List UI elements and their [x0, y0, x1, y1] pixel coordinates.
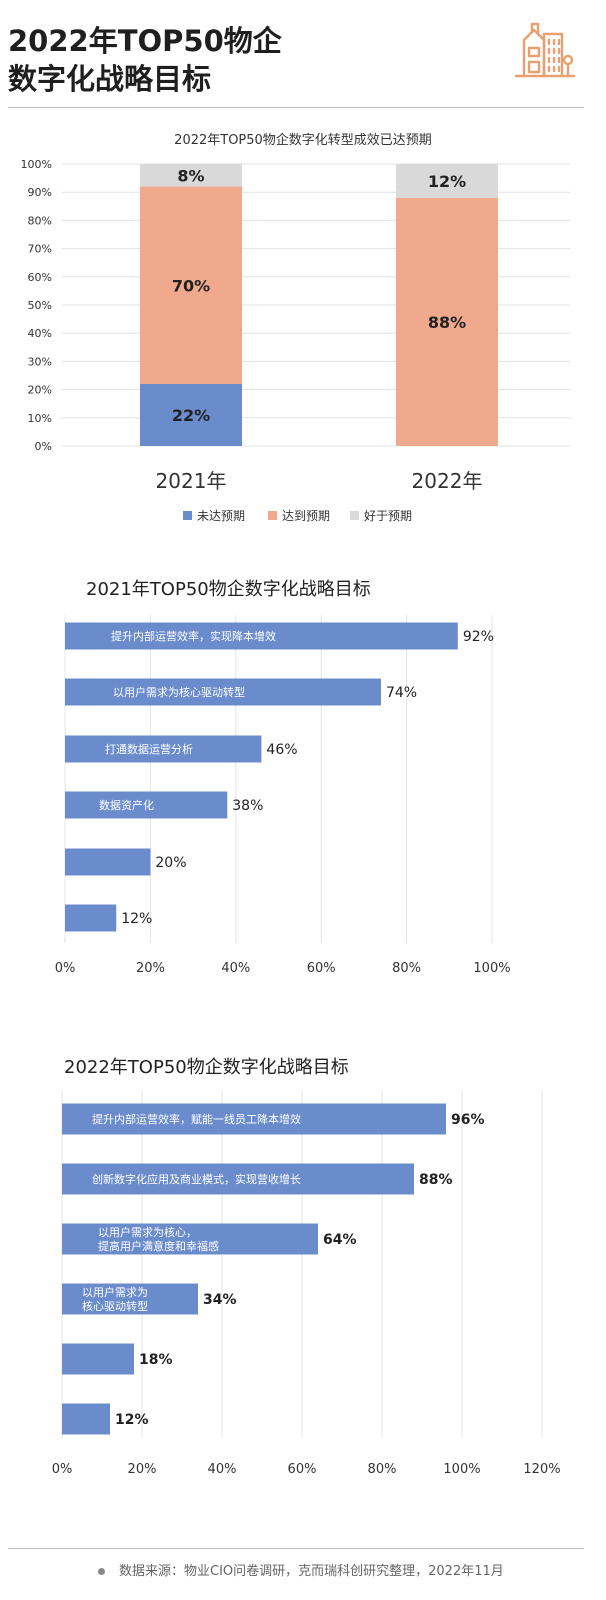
x-tick-label: 0%: [55, 961, 76, 976]
category-label: 提升内部运营效率，赋能一线员工降本增效: [92, 1112, 301, 1126]
y-tick-label: 10%: [28, 412, 52, 425]
bar: [62, 1343, 134, 1375]
y-tick-label: 40%: [28, 327, 52, 340]
legend-label: 未达预期: [197, 509, 245, 523]
bar: [62, 1283, 198, 1315]
legend-label: 好于预期: [364, 509, 412, 523]
bar: [62, 1223, 318, 1255]
y-tick-label: 0%: [35, 440, 52, 453]
bar: [62, 1163, 414, 1195]
value-label: 38%: [232, 798, 263, 814]
bar-segment: [396, 164, 498, 198]
data-label: 12%: [428, 172, 466, 191]
category-label: 以用户需求为核心驱动转型: [82, 1285, 148, 1313]
category-label: 提升内部运营效率，实现降本增效: [111, 629, 276, 643]
value-label: 20%: [155, 855, 186, 871]
value-label: 12%: [115, 1412, 149, 1428]
data-label: 70%: [172, 276, 210, 295]
category-label-line: 提高用户满意度和幸福感: [98, 1239, 219, 1253]
y-tick-label: 80%: [28, 214, 52, 227]
value-label: 18%: [139, 1352, 173, 1368]
legend-swatch: [268, 511, 277, 520]
x-tick-label: 20%: [136, 961, 165, 976]
bar-segment: [140, 383, 242, 446]
category-label: 创新数字化应用及商业模式，实现营收增长: [92, 1172, 301, 1186]
category-label: 数据资产化: [99, 798, 154, 812]
y-tick-label: 60%: [28, 271, 52, 284]
x-tick-label: 20%: [128, 1462, 157, 1477]
value-label: 92%: [463, 629, 494, 645]
x-category-label: 2021年: [156, 469, 227, 493]
x-tick-label: 40%: [221, 961, 250, 976]
bar-segment: [396, 197, 498, 446]
x-tick-label: 40%: [208, 1462, 237, 1477]
data-label: 88%: [428, 313, 466, 332]
value-label: 74%: [386, 685, 417, 701]
bar: [62, 1403, 110, 1435]
bar: [65, 678, 381, 706]
y-tick-label: 30%: [28, 355, 52, 368]
bar: [65, 735, 262, 763]
y-tick-label: 70%: [28, 243, 52, 256]
y-tick-label: 90%: [28, 186, 52, 199]
value-label: 96%: [451, 1112, 485, 1128]
category-label: 打通数据运营分析: [105, 742, 193, 756]
x-tick-label: 100%: [443, 1462, 480, 1477]
bar: [65, 622, 458, 650]
page-title-line2: 数字化战略目标: [8, 62, 212, 96]
category-label: 以用户需求为核心驱动转型: [113, 685, 245, 699]
chart-2022-goals: 2022年TOP50物企数字化战略目标 0% 20% 40% 60% 80% 100% 120…: [52, 1057, 561, 1477]
y-tick-label: 100%: [21, 158, 52, 171]
value-label: 12%: [121, 911, 152, 927]
y-tick-label: 20%: [28, 384, 52, 397]
x-tick-label: 60%: [288, 1462, 317, 1477]
footer: 数据来源：物业CIO问卷调研，克而瑞科创研究整理，2022年11月: [98, 1560, 504, 1579]
bar: [62, 1103, 446, 1135]
x-tick-label: 100%: [473, 961, 510, 976]
x-category-label: 2022年: [412, 469, 483, 493]
legend-swatch: [183, 511, 192, 520]
y-tick-label: 50%: [28, 299, 52, 312]
legend-label: 达到预期: [282, 509, 330, 523]
building-icon: [514, 22, 576, 78]
category-label-line: 核心驱动转型: [82, 1299, 148, 1313]
header: 2022年TOP50物企 数字化战略目标: [0, 0, 606, 112]
category-label: 以用户需求为核心，提高用户满意度和幸福感: [98, 1225, 219, 1253]
chart-2021-goals: 2021年TOP50物企数字化战略目标 0% 20% 40% 60% 80% 100% 提升内…: [55, 579, 511, 976]
chart-title: 2022年TOP50物企数字化转型成效已达预期: [174, 132, 432, 148]
chart-title: 2022年TOP50物企数字化战略目标: [64, 1057, 349, 1078]
value-label: 64%: [323, 1232, 357, 1248]
category-label-line: 以用户需求为: [82, 1285, 148, 1299]
x-tick-label: 60%: [307, 961, 336, 976]
value-label: 88%: [419, 1172, 453, 1188]
value-label: 34%: [203, 1292, 237, 1308]
bar-segment: [140, 164, 242, 187]
chart-title: 2021年TOP50物企数字化战略目标: [86, 579, 371, 600]
data-label: 8%: [177, 166, 204, 185]
chart-stacked-expectation: 2022年TOP50物企数字化转型成效已达预期 0% 10% 20% 30% 40% 50%…: [21, 132, 570, 523]
footer-divider: [8, 1548, 584, 1549]
bar: [65, 904, 117, 932]
bar: [65, 848, 151, 876]
page-title-line1: 2022年TOP50物企: [8, 24, 282, 58]
x-tick-label: 120%: [523, 1462, 560, 1477]
x-tick-label: 0%: [52, 1462, 73, 1477]
value-label: 46%: [266, 742, 297, 758]
bar: [65, 791, 228, 819]
category-label-line: 以用户需求为核心，: [98, 1225, 197, 1239]
legend-swatch: [350, 511, 359, 520]
data-label: 22%: [172, 406, 210, 425]
source-note: 数据来源：物业CIO问卷调研，克而瑞科创研究整理，2022年11月: [119, 1564, 504, 1579]
x-tick-label: 80%: [392, 961, 421, 976]
header-divider: [8, 107, 584, 108]
bar-segment: [140, 186, 242, 384]
footer-bullet-icon: [98, 1568, 105, 1575]
x-tick-label: 80%: [368, 1462, 397, 1477]
